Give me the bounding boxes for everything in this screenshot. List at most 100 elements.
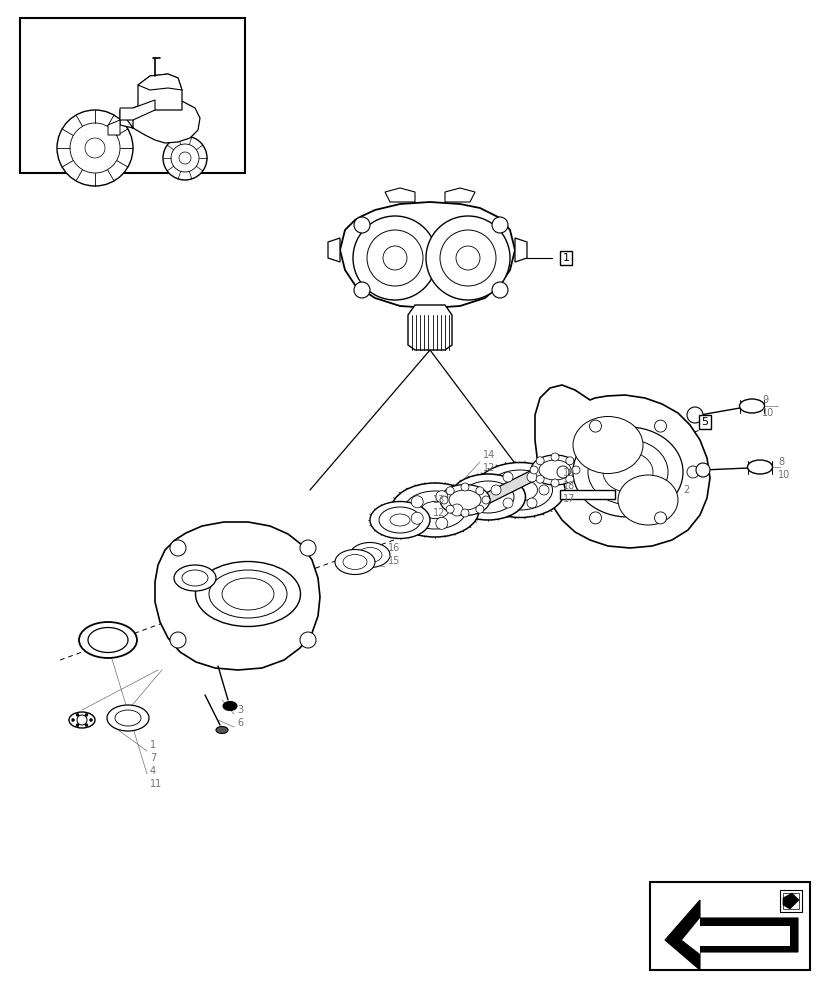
Circle shape — [85, 138, 105, 158]
Ellipse shape — [487, 470, 552, 510]
Polygon shape — [108, 120, 120, 135]
Circle shape — [85, 724, 88, 727]
Ellipse shape — [502, 479, 537, 501]
Ellipse shape — [572, 416, 643, 474]
Circle shape — [170, 632, 186, 648]
Polygon shape — [782, 893, 798, 909]
Polygon shape — [327, 238, 340, 262]
Text: 19: 19 — [562, 468, 575, 478]
Polygon shape — [534, 385, 709, 548]
Circle shape — [526, 472, 537, 482]
Circle shape — [502, 472, 513, 482]
Ellipse shape — [379, 507, 420, 533]
Circle shape — [536, 457, 543, 465]
Ellipse shape — [420, 502, 448, 518]
Text: 9: 9 — [761, 395, 767, 405]
Ellipse shape — [475, 462, 564, 518]
Ellipse shape — [350, 542, 390, 568]
Circle shape — [565, 457, 573, 465]
Text: 1: 1 — [562, 253, 569, 263]
Text: 12: 12 — [433, 508, 445, 518]
Ellipse shape — [88, 628, 128, 652]
Polygon shape — [408, 305, 452, 350]
Circle shape — [171, 144, 198, 172]
Circle shape — [456, 246, 480, 270]
Circle shape — [383, 246, 407, 270]
Bar — [20, 18, 245, 173]
Ellipse shape — [739, 399, 763, 413]
Circle shape — [446, 505, 453, 513]
Ellipse shape — [404, 491, 466, 529]
Ellipse shape — [79, 622, 136, 658]
Ellipse shape — [530, 455, 578, 485]
Ellipse shape — [390, 483, 479, 537]
Circle shape — [352, 216, 437, 300]
Circle shape — [439, 230, 495, 286]
Circle shape — [557, 466, 568, 478]
Text: 16: 16 — [388, 543, 399, 553]
Ellipse shape — [222, 702, 237, 710]
Ellipse shape — [174, 565, 216, 591]
Ellipse shape — [461, 481, 514, 513]
Circle shape — [85, 713, 88, 716]
Bar — [559, 490, 614, 499]
Ellipse shape — [182, 570, 208, 586]
Ellipse shape — [342, 554, 366, 570]
Text: 8: 8 — [777, 457, 783, 467]
Text: 14: 14 — [482, 450, 495, 460]
Circle shape — [89, 718, 93, 722]
Circle shape — [446, 487, 453, 495]
Circle shape — [435, 491, 447, 503]
Ellipse shape — [450, 474, 525, 520]
Polygon shape — [514, 238, 526, 262]
Polygon shape — [681, 918, 789, 954]
Ellipse shape — [115, 710, 141, 726]
Ellipse shape — [390, 514, 409, 526]
Circle shape — [550, 479, 558, 487]
Circle shape — [653, 420, 666, 432]
Circle shape — [354, 217, 370, 233]
Circle shape — [411, 512, 423, 524]
Polygon shape — [444, 188, 475, 202]
Circle shape — [589, 512, 600, 524]
Text: 10: 10 — [761, 408, 773, 418]
Circle shape — [526, 498, 537, 508]
Circle shape — [481, 496, 490, 504]
Circle shape — [461, 483, 468, 491]
Polygon shape — [120, 100, 155, 120]
Polygon shape — [138, 74, 182, 90]
Circle shape — [536, 475, 543, 483]
Ellipse shape — [370, 502, 429, 538]
Ellipse shape — [357, 548, 381, 562]
Circle shape — [435, 517, 447, 529]
Ellipse shape — [335, 550, 375, 574]
Ellipse shape — [208, 570, 287, 618]
Circle shape — [170, 540, 186, 556]
Circle shape — [366, 230, 423, 286]
Text: 4: 4 — [150, 766, 156, 776]
Polygon shape — [138, 74, 182, 110]
Circle shape — [77, 715, 87, 725]
Text: 17: 17 — [562, 494, 575, 504]
Circle shape — [571, 466, 579, 474]
Circle shape — [76, 713, 79, 716]
Ellipse shape — [617, 475, 677, 525]
Text: 12: 12 — [482, 463, 495, 473]
Circle shape — [57, 110, 133, 186]
Circle shape — [696, 463, 709, 477]
Ellipse shape — [107, 705, 149, 731]
Ellipse shape — [587, 440, 667, 504]
Circle shape — [491, 282, 508, 298]
Ellipse shape — [448, 490, 480, 510]
Text: 1: 1 — [150, 740, 156, 750]
Circle shape — [653, 512, 666, 524]
Circle shape — [538, 485, 548, 495]
Circle shape — [179, 152, 191, 164]
Circle shape — [476, 505, 483, 513]
Circle shape — [461, 509, 468, 517]
Polygon shape — [120, 100, 200, 143]
Circle shape — [76, 724, 79, 727]
Ellipse shape — [439, 485, 490, 516]
Circle shape — [476, 487, 483, 495]
Text: 3: 3 — [237, 705, 243, 715]
